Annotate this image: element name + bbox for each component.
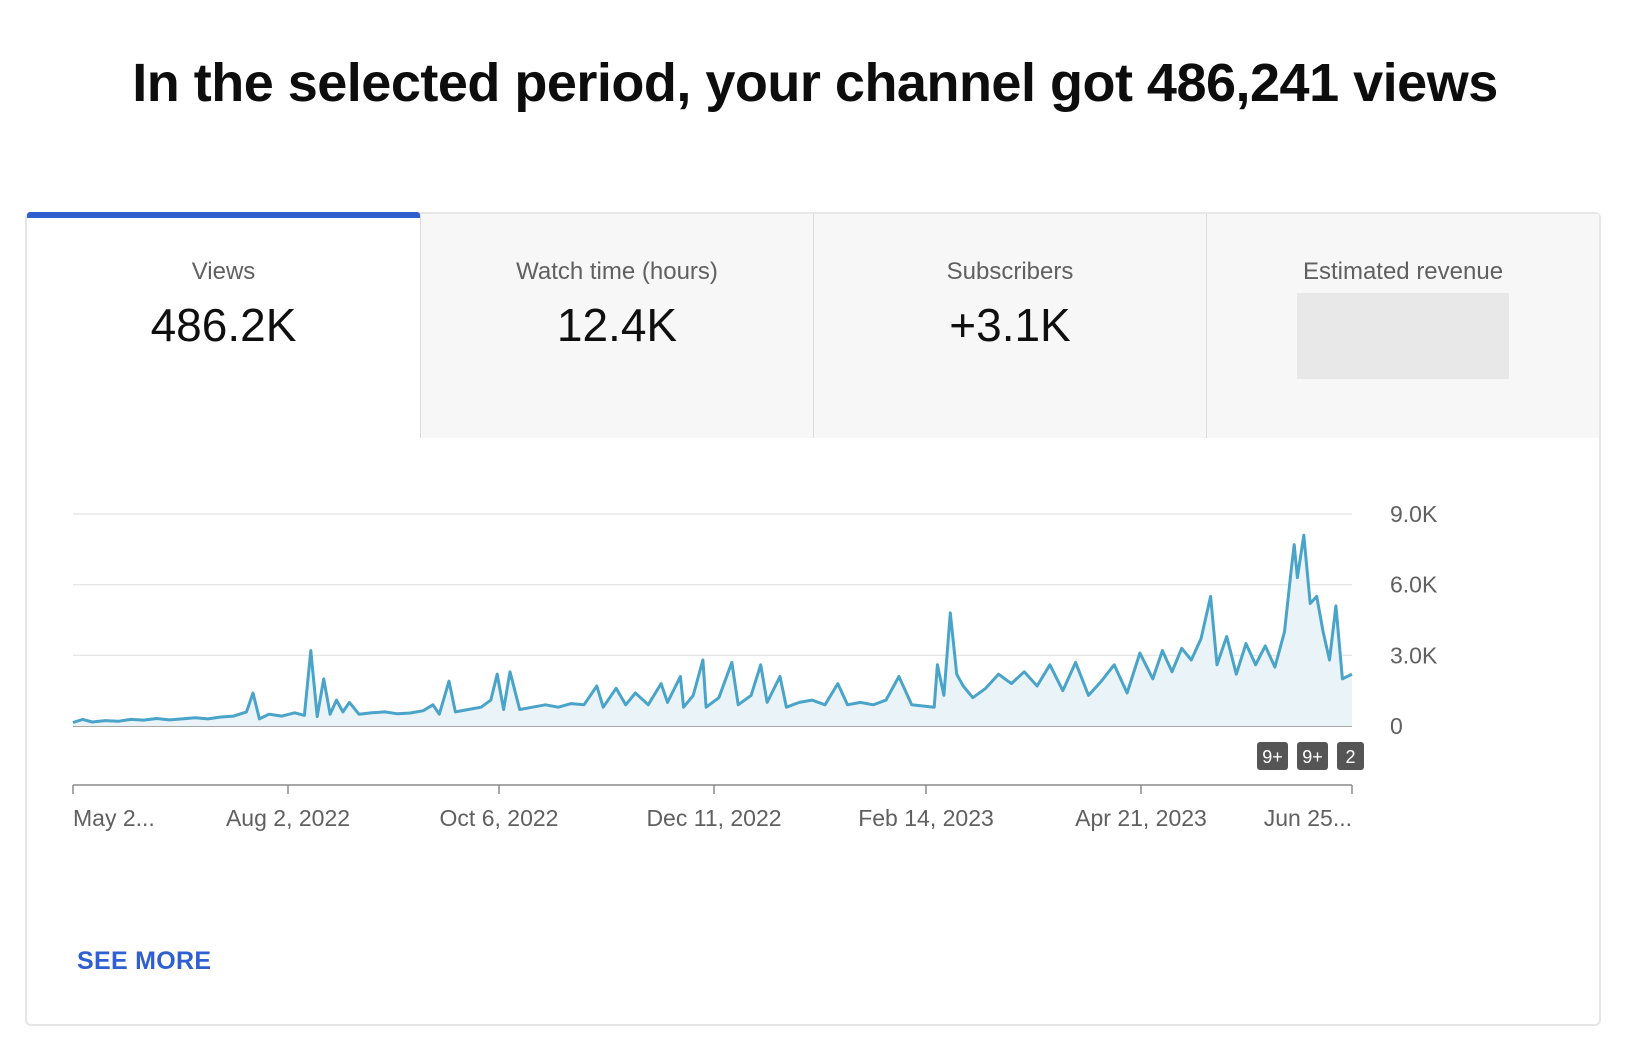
metric-tabs: Views 486.2K Watch time (hours) 12.4K Su… [27, 212, 1599, 438]
y-tick-label: 6.0K [1390, 572, 1438, 598]
series-line-views [72, 533, 1353, 724]
annotation-badge-label: 9+ [1302, 747, 1323, 767]
x-tick-label: Dec 11, 2022 [646, 805, 781, 831]
tab-watch-time-value: 12.4K [556, 299, 678, 351]
x-tick-label: May 2... [73, 805, 155, 831]
page-headline: In the selected period, your channel got… [132, 53, 1498, 113]
tab-estimated-revenue[interactable]: Estimated revenue [1206, 214, 1599, 438]
annotation-badge-label: 9+ [1262, 747, 1283, 767]
y-tick-label: 9.0K [1390, 501, 1438, 527]
tab-views[interactable]: Views 486.2K [27, 212, 421, 438]
annotation-badge [1257, 742, 1288, 770]
tab-subscribers-value: +3.1K [949, 299, 1071, 351]
annotation-badge [1337, 742, 1364, 770]
x-tick-label: Apr 21, 2023 [1075, 805, 1207, 831]
tab-estimated-revenue-label: Estimated revenue [1302, 258, 1504, 285]
y-tick-label: 0 [1390, 713, 1403, 739]
tab-views-label: Views [191, 258, 256, 285]
redacted-revenue-value [1297, 293, 1509, 379]
tab-views-value: 486.2K [150, 299, 297, 351]
metrics-card: Views 486.2K Watch time (hours) 12.4K Su… [25, 212, 1601, 1026]
y-tick-label: 3.0K [1390, 642, 1438, 668]
x-tick-label: Aug 2, 2022 [226, 805, 350, 831]
tab-subscribers[interactable]: Subscribers +3.1K [813, 214, 1206, 438]
x-tick-label: Oct 6, 2022 [440, 805, 559, 831]
tab-subscribers-label: Subscribers [946, 258, 1074, 285]
series-area [73, 535, 1352, 726]
annotation-badge-label: 2 [1345, 747, 1355, 767]
annotation-badge [1297, 742, 1328, 770]
tab-watch-time[interactable]: Watch time (hours) 12.4K [420, 214, 813, 438]
x-tick-label: Jun 25... [1264, 805, 1352, 831]
see-more-link[interactable]: SEE MORE [77, 947, 212, 975]
x-tick-label: Feb 14, 2023 [858, 805, 994, 831]
views-line-chart: 0 3.0K 6.0K 9.0K 9+ 9+ 2 May 2... Aug 2, 2022 Oct… [72, 501, 1438, 831]
tab-watch-time-label: Watch time (hours) [516, 258, 718, 285]
